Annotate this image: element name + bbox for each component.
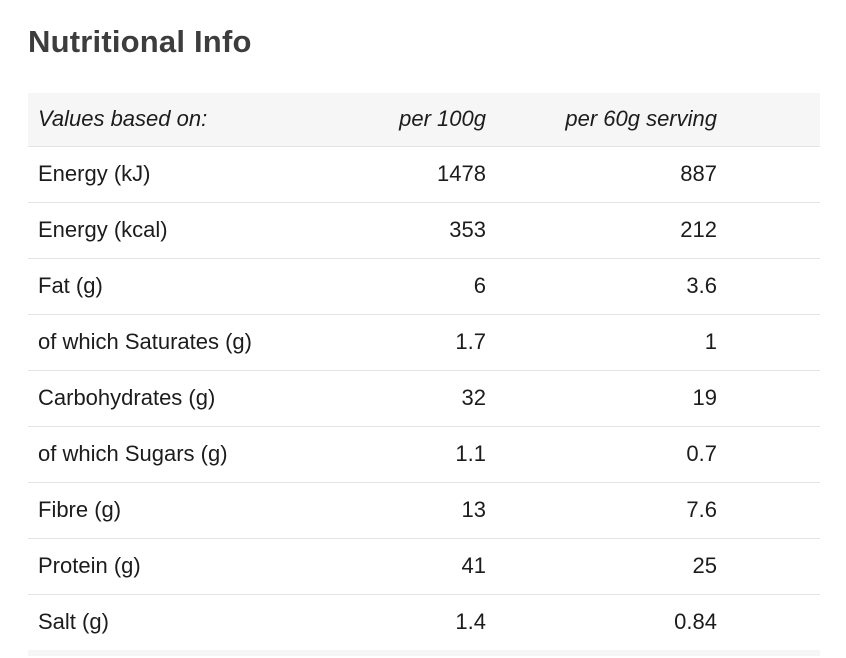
per-100g-value: 6 bbox=[473, 273, 486, 298]
nutrient-label: Energy (kJ) bbox=[38, 161, 151, 186]
next-table-row-partial bbox=[28, 650, 820, 656]
nutrient-label: of which Sugars (g) bbox=[38, 441, 228, 466]
per-serving-value: 0.7 bbox=[686, 441, 717, 466]
table-row: Energy (kJ) 1478 887 bbox=[28, 146, 820, 202]
nutrient-label: Carbohydrates (g) bbox=[38, 385, 216, 410]
table-row: Fibre (g) 13 7.6 bbox=[28, 482, 820, 538]
header-per-serving: per 60g serving bbox=[565, 106, 717, 132]
nutrition-table: Values based on: per 100g per 60g servin… bbox=[28, 93, 820, 650]
per-100g-value: 13 bbox=[461, 497, 486, 522]
table-row: of which Sugars (g) 1.1 0.7 bbox=[28, 426, 820, 482]
per-100g-value: 41 bbox=[461, 553, 486, 578]
per-serving-value: 3.6 bbox=[686, 273, 717, 298]
table-row: Energy (kcal) 353 212 bbox=[28, 202, 820, 258]
header-values-based-on: Values based on: bbox=[38, 106, 208, 132]
per-serving-value: 7.6 bbox=[686, 497, 717, 522]
header-per-100g: per 100g bbox=[399, 106, 486, 132]
nutrient-label: Fat (g) bbox=[38, 273, 103, 298]
per-100g-value: 1.1 bbox=[455, 441, 486, 466]
per-100g-value: 32 bbox=[461, 385, 486, 410]
nutrition-table-body: Energy (kJ) 1478 887 Energy (kcal) 353 2… bbox=[28, 146, 820, 650]
per-serving-value: 25 bbox=[692, 553, 717, 578]
per-serving-value: 19 bbox=[692, 385, 717, 410]
section-title: Nutritional Info bbox=[28, 24, 252, 59]
per-100g-value: 1.4 bbox=[455, 609, 486, 635]
per-serving-value: 0.84 bbox=[674, 609, 717, 635]
per-100g-value: 1478 bbox=[437, 161, 486, 186]
header-row: Values based on: per 100g per 60g servin… bbox=[28, 93, 820, 146]
table-row: of which Saturates (g) 1.7 1 bbox=[28, 314, 820, 370]
per-100g-value: 1.7 bbox=[455, 329, 486, 354]
per-100g-value: 353 bbox=[449, 217, 486, 242]
nutrient-label: Energy (kcal) bbox=[38, 217, 168, 242]
nutrient-label: Protein (g) bbox=[38, 553, 141, 578]
per-serving-value: 212 bbox=[680, 217, 717, 242]
table-row: Salt (g) 1.4 0.84 bbox=[28, 594, 820, 650]
table-row: Protein (g) 41 25 bbox=[28, 538, 820, 594]
table-row: Fat (g) 6 3.6 bbox=[28, 258, 820, 314]
nutrient-label: of which Saturates (g) bbox=[38, 329, 252, 354]
table-row: Carbohydrates (g) 32 19 bbox=[28, 370, 820, 426]
nutrition-table-header: Values based on: per 100g per 60g servin… bbox=[28, 93, 820, 146]
per-serving-value: 1 bbox=[704, 329, 717, 354]
nutrient-label: Fibre (g) bbox=[38, 497, 122, 522]
per-serving-value: 887 bbox=[680, 161, 717, 186]
nutrient-label: Salt (g) bbox=[38, 609, 109, 635]
